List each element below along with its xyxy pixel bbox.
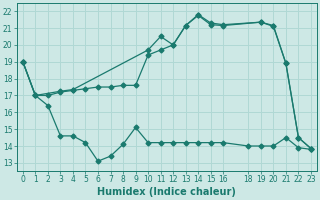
X-axis label: Humidex (Indice chaleur): Humidex (Indice chaleur) [98, 187, 236, 197]
